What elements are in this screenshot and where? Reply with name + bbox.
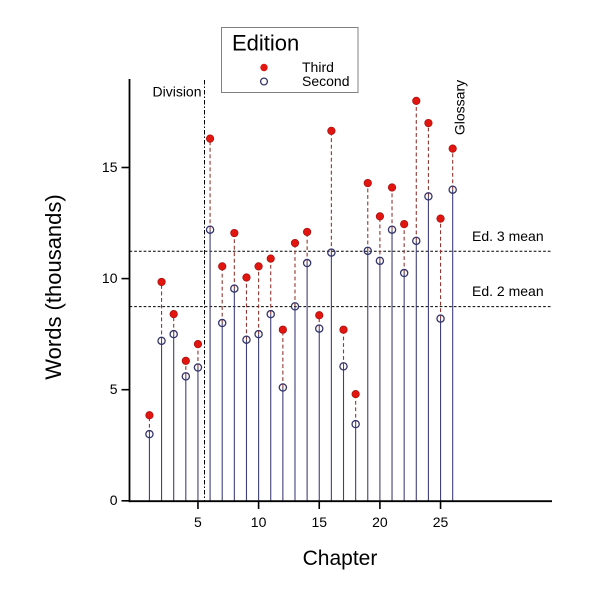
svg-text:5: 5 [110,381,118,397]
svg-text:Ed. 3 mean: Ed. 3 mean [472,228,544,244]
svg-text:Division: Division [152,84,201,100]
svg-text:Chapter: Chapter [303,547,378,570]
svg-text:Third: Third [302,59,334,75]
svg-text:5: 5 [194,514,202,530]
svg-text:0: 0 [110,492,118,508]
svg-text:15: 15 [102,159,118,175]
svg-text:Edition: Edition [232,31,299,56]
svg-text:Second: Second [302,73,349,89]
svg-text:10: 10 [251,514,267,530]
svg-text:Glossary: Glossary [452,80,468,135]
svg-text:Ed. 2 mean: Ed. 2 mean [472,283,544,299]
svg-text:20: 20 [372,514,388,530]
svg-text:Words (thousands): Words (thousands) [41,194,66,379]
svg-text:25: 25 [433,514,449,530]
svg-text:10: 10 [102,270,118,286]
svg-text:15: 15 [311,514,327,530]
